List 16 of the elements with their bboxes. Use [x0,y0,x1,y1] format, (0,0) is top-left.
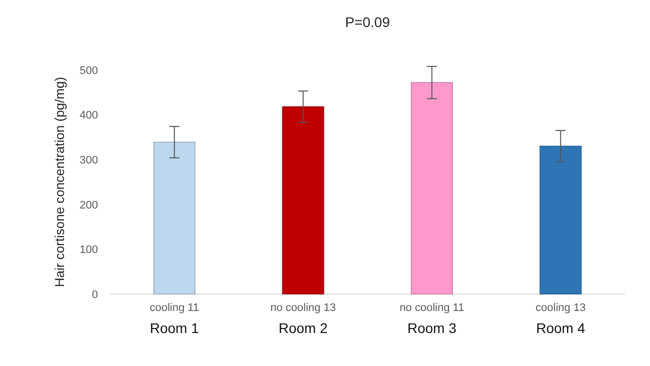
y-tick-label: 0 [92,288,98,301]
bar [410,82,453,294]
y-tick-label: 400 [80,110,98,122]
bar [282,106,324,294]
x-tick-label: cooling 13 Room 4 [536,302,586,336]
x-tick-label: no cooling 13 Room 2 [270,302,336,336]
y-tick-label: 300 [80,154,98,166]
y-tick-label: 100 [80,244,98,256]
x-tick-label: no cooling 11 Room 3 [400,302,464,336]
chart-title: P=0.09 [345,14,390,30]
x-tick-label: cooling 11 Room 1 [150,302,200,336]
y-axis-title: Hair cortisone concentration (pg/mg) [52,76,67,288]
y-tick-label: 500 [80,64,98,77]
bar [540,146,582,294]
y-tick-label: 200 [80,199,98,212]
bar [153,142,196,294]
